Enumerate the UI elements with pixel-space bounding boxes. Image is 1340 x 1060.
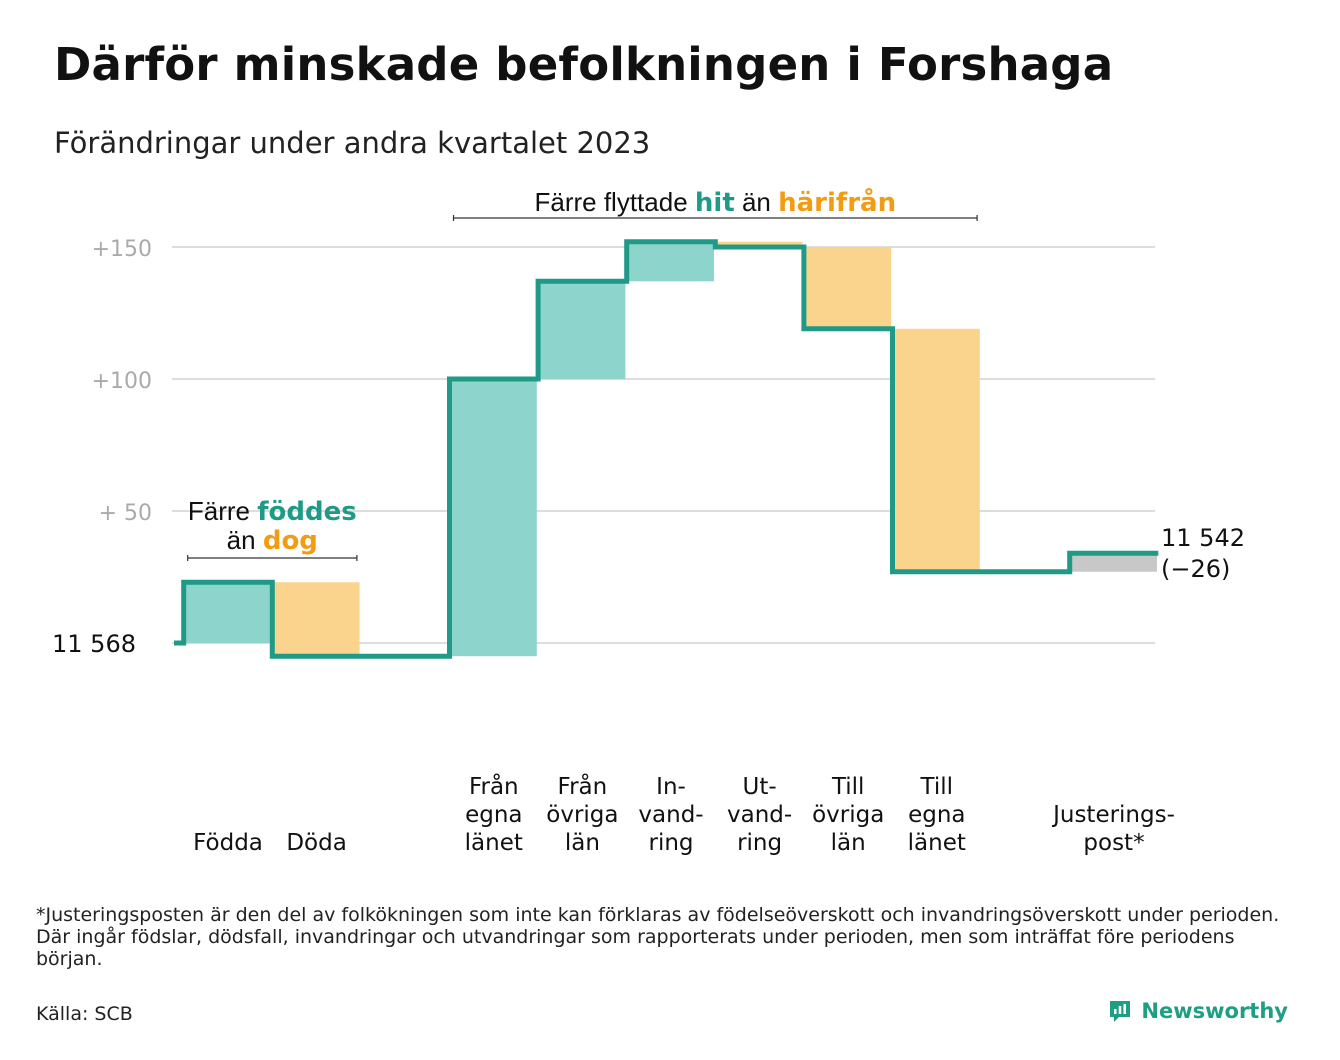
bar-decrease [893,328,980,572]
category-label-line: Döda [286,830,346,856]
brand-name: Newsworthy [1141,999,1288,1023]
annotation-text: Färre föddes [188,496,357,527]
category-label-line: egna [908,802,965,828]
annotation-text-part: än [227,525,263,555]
category-label-line: Från [469,772,519,800]
footnote: *Justeringsposten är den del av folkökni… [36,904,1280,970]
bar-increase [628,241,714,282]
newsworthy-logo-icon [1110,1001,1131,1022]
step-line-layer [174,239,1159,659]
y-tick-label: +150 [92,237,152,262]
chart-subtitle: Förändringar under andra kvartalet 2023 [54,126,651,160]
annotation-text-part: föddes [257,497,357,527]
bar-increase [185,582,271,643]
category-label-line: Justerings- [1051,802,1175,828]
category-label-line: In- [656,774,686,800]
category-label-line: ring [648,830,693,856]
chart-title: Därför minskade befolkningen i Forshaga [54,38,1114,91]
bar-increase [450,379,537,657]
category-label: Från övriga län [546,772,618,856]
bar-increase [539,281,626,379]
y-tick-label: + 50 [99,501,152,526]
category-label: Ut-vand-ring [727,774,792,856]
category-label-line: Till [920,774,954,800]
annotation-text: Färre flyttade hit än härifrån [534,186,896,218]
brand-logo: Newsworthy [1107,998,1288,1024]
category-label-line: vand- [638,802,703,828]
cumulative-step-line [174,239,1159,659]
category-label-line: vand- [727,802,792,828]
end-value-label: 11 542 [1161,524,1245,552]
annotation-text-part: Färre flyttade [534,187,694,217]
category-label-line: post* [1083,830,1144,856]
category-label: In-vand-ring [638,774,703,856]
category-label-line: länet [908,830,966,856]
category-label: Till övriga län [812,774,884,856]
annotation-text-part: Färre [188,496,257,526]
annotation-text-part: dog [263,526,318,556]
annotation-text-part: härifrån [778,186,896,218]
category-label: Till egna länet [908,774,966,856]
category-label-line: län [565,830,600,856]
category-label-line: Från [558,772,608,800]
start-value-label: 11 568 [52,630,136,658]
annotation-text: än dog [227,525,318,556]
category-label: Döda [286,830,346,856]
category-label: Födda [193,830,263,856]
category-label-line: Ut- [743,774,777,800]
source-note: Källa: SCB [36,1003,133,1025]
category-label-line: egna [465,802,522,828]
category-label-line: övriga [546,802,618,828]
chart-bars [185,241,1157,657]
category-label-line: övriga [812,802,884,828]
category-label-line: Till [831,774,865,800]
value-labels: 11 568 11 542 (−26) [52,524,1245,658]
y-axis-ticks: +150 +100 + 50 [92,237,152,526]
annotation-text-part: än [735,187,778,217]
bar-decrease [716,241,803,247]
category-label: Från egna länet [465,772,523,856]
annotation-text-part: hit [695,188,735,218]
bar-decrease [805,247,892,329]
category-label-line: ring [737,830,782,856]
category-label-line: länet [465,830,523,856]
bar-decrease [273,582,360,657]
category-label-line: län [831,830,866,856]
end-change-label: (−26) [1161,555,1230,583]
category-label: Justerings-post* [1051,802,1175,856]
y-tick-label: +100 [92,369,152,394]
category-label-line: Födda [193,830,263,856]
bar-adjustment [1071,553,1157,572]
